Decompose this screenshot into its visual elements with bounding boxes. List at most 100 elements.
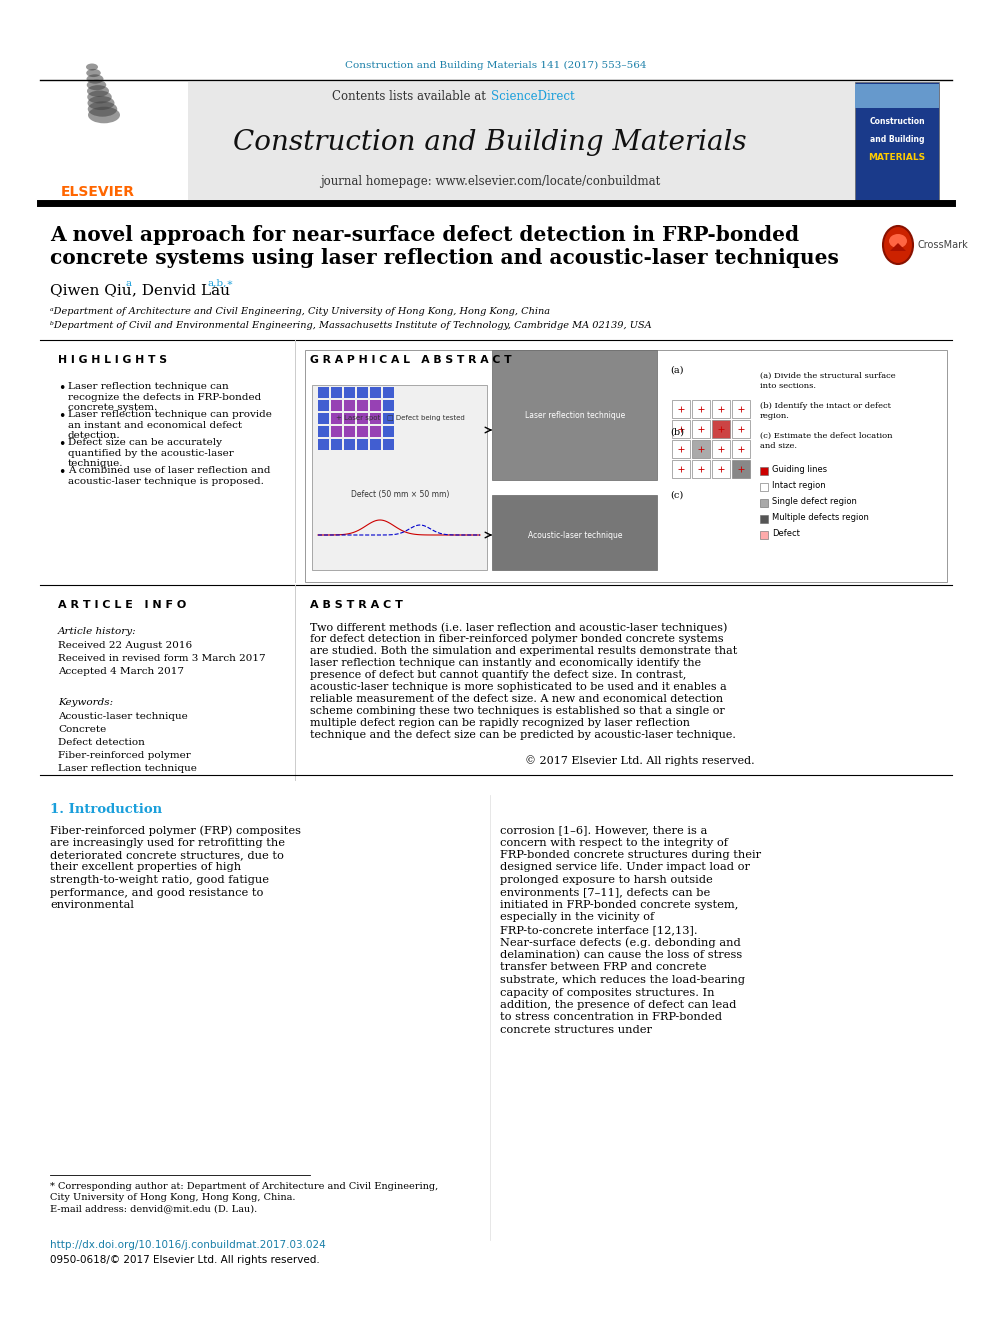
Text: addition, the presence of defect can lead: addition, the presence of defect can lea…	[500, 1000, 736, 1009]
Bar	[357, 439, 368, 450]
Bar	[331, 426, 342, 437]
Text: are studied. Both the simulation and experimental results demonstrate that: are studied. Both the simulation and exp…	[310, 646, 737, 656]
Text: a,b,∗: a,b,∗	[208, 279, 234, 287]
Text: a: a	[126, 279, 132, 287]
Text: Laser reflection technique: Laser reflection technique	[58, 763, 196, 773]
Text: , Denvid Lau: , Denvid Lau	[132, 283, 230, 296]
Bar	[692, 400, 710, 418]
Bar	[370, 400, 381, 411]
Bar	[370, 426, 381, 437]
Text: http://dx.doi.org/10.1016/j.conbuildmat.2017.03.024: http://dx.doi.org/10.1016/j.conbuildmat.…	[50, 1240, 325, 1250]
Text: City University of Hong Kong, Hong Kong, China.: City University of Hong Kong, Hong Kong,…	[50, 1193, 296, 1203]
Bar	[855, 83, 939, 108]
Text: •: •	[58, 466, 65, 479]
Text: capacity of composites structures. In: capacity of composites structures. In	[500, 987, 714, 998]
Text: H I G H L I G H T S: H I G H L I G H T S	[58, 355, 167, 365]
Ellipse shape	[86, 64, 98, 70]
Bar	[40, 82, 910, 200]
Text: concrete systems using laser reflection and acoustic-laser techniques: concrete systems using laser reflection …	[50, 247, 839, 269]
Text: Laser reflection technique can provide: Laser reflection technique can provide	[68, 410, 272, 419]
Text: ᵃDepartment of Architecture and Civil Engineering, City University of Hong Kong,: ᵃDepartment of Architecture and Civil En…	[50, 307, 551, 316]
Text: Laser reflection technique: Laser reflection technique	[525, 410, 625, 419]
Text: Accepted 4 March 2017: Accepted 4 March 2017	[58, 667, 184, 676]
Bar	[383, 400, 394, 411]
Bar	[672, 460, 690, 478]
Text: quantified by the acoustic-laser: quantified by the acoustic-laser	[68, 448, 234, 458]
Text: designed service life. Under impact load or: designed service life. Under impact load…	[500, 863, 750, 872]
Text: recognize the defects in FRP-bonded: recognize the defects in FRP-bonded	[68, 393, 261, 401]
Ellipse shape	[86, 74, 103, 83]
Bar	[344, 388, 355, 398]
Bar	[40, 82, 188, 200]
Bar	[344, 439, 355, 450]
Bar	[732, 400, 750, 418]
Bar	[492, 495, 657, 570]
Text: CrossMark: CrossMark	[918, 239, 969, 250]
Bar	[383, 439, 394, 450]
Text: ScienceDirect: ScienceDirect	[491, 90, 574, 103]
Text: Defect: Defect	[772, 529, 800, 538]
Bar	[672, 419, 690, 438]
Text: journal homepage: www.elsevier.com/locate/conbuildmat: journal homepage: www.elsevier.com/locat…	[319, 176, 660, 188]
Text: (b) Identify the intact or defect: (b) Identify the intact or defect	[760, 402, 891, 410]
Bar	[760, 467, 768, 475]
Bar	[318, 426, 329, 437]
Text: Near-surface defects (e.g. debonding and: Near-surface defects (e.g. debonding and	[500, 938, 741, 949]
Ellipse shape	[87, 90, 112, 103]
Text: Intact region: Intact region	[772, 482, 825, 491]
Ellipse shape	[86, 79, 106, 90]
Text: Keywords:: Keywords:	[58, 699, 113, 706]
Text: ELSEVIER: ELSEVIER	[61, 185, 135, 198]
Bar	[344, 400, 355, 411]
Text: Concrete: Concrete	[58, 725, 106, 734]
Bar	[331, 439, 342, 450]
Bar	[331, 400, 342, 411]
Text: MATERIALS: MATERIALS	[868, 152, 926, 161]
Text: •: •	[58, 382, 65, 396]
Text: especially in the vicinity of: especially in the vicinity of	[500, 913, 655, 922]
Text: delamination) can cause the loss of stress: delamination) can cause the loss of stre…	[500, 950, 742, 960]
Bar	[357, 388, 368, 398]
Text: Received in revised form 3 March 2017: Received in revised form 3 March 2017	[58, 654, 266, 663]
Text: environmental: environmental	[50, 900, 134, 910]
Bar	[357, 426, 368, 437]
Ellipse shape	[889, 234, 907, 247]
Bar	[331, 388, 342, 398]
Bar	[855, 82, 939, 200]
Bar	[760, 483, 768, 491]
Text: FRP-to-concrete interface [12,13].: FRP-to-concrete interface [12,13].	[500, 925, 697, 935]
Bar	[712, 419, 730, 438]
Bar	[383, 426, 394, 437]
Bar	[760, 531, 768, 538]
Bar	[318, 388, 329, 398]
Text: substrate, which reduces the load-bearing: substrate, which reduces the load-bearin…	[500, 975, 745, 986]
Text: initiated in FRP-bonded concrete system,: initiated in FRP-bonded concrete system,	[500, 900, 738, 910]
Bar	[370, 439, 381, 450]
Text: Fiber-reinforced polymer: Fiber-reinforced polymer	[58, 751, 190, 759]
Bar	[732, 460, 750, 478]
Ellipse shape	[87, 95, 114, 110]
Text: strength-to-weight ratio, good fatigue: strength-to-weight ratio, good fatigue	[50, 875, 269, 885]
Text: multiple defect region can be rapidly recognized by laser reflection: multiple defect region can be rapidly re…	[310, 718, 690, 728]
Bar	[712, 441, 730, 458]
Text: reliable measurement of the defect size. A new and economical detection: reliable measurement of the defect size.…	[310, 695, 723, 704]
Text: (a) Divide the structural surface: (a) Divide the structural surface	[760, 372, 896, 380]
Bar	[492, 351, 657, 480]
Text: Multiple defects region: Multiple defects region	[772, 513, 869, 523]
Bar	[760, 499, 768, 507]
Text: (c) Estimate the defect location: (c) Estimate the defect location	[760, 433, 893, 441]
Text: (c): (c)	[670, 491, 683, 500]
Bar	[692, 419, 710, 438]
Bar	[357, 400, 368, 411]
Bar	[383, 388, 394, 398]
Text: Received 22 August 2016: Received 22 August 2016	[58, 642, 192, 650]
Text: corrosion [1–6]. However, there is a: corrosion [1–6]. However, there is a	[500, 826, 707, 835]
Text: Single defect region: Single defect region	[772, 497, 857, 507]
Text: Defect size can be accurately: Defect size can be accurately	[68, 438, 222, 447]
Text: Construction: Construction	[869, 118, 925, 127]
Text: A B S T R A C T: A B S T R A C T	[310, 601, 403, 610]
Text: Laser reflection technique can: Laser reflection technique can	[68, 382, 229, 392]
Bar	[312, 385, 487, 570]
Text: Construction and Building Materials: Construction and Building Materials	[233, 128, 747, 156]
Text: and Building: and Building	[870, 135, 925, 144]
